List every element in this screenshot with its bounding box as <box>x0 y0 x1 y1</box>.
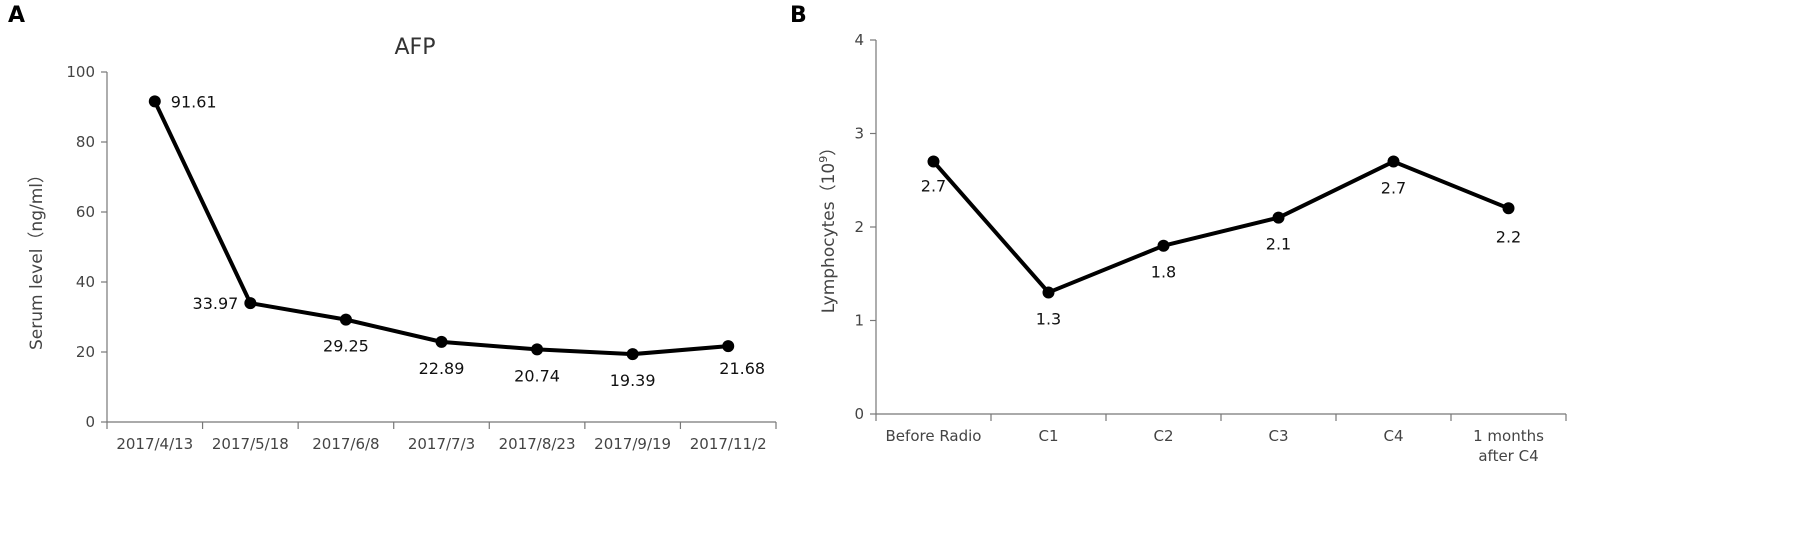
chart-b-data-point <box>1272 211 1285 224</box>
chart-a-y-tick-label: 20 <box>76 343 95 361</box>
chart-a-title: AFP <box>395 35 436 60</box>
chart-a-y-tick-label: 0 <box>85 413 95 431</box>
chart-a-data-label: 33.97 <box>193 294 239 313</box>
chart-a-data-label: 91.61 <box>171 92 217 111</box>
chart-b-data-label: 2.2 <box>1496 227 1521 246</box>
chart-a-data-point <box>339 313 352 326</box>
lymphocytes-chart: Lymphocytes（109） 0 1 2 3 4 Before Radio C1 C2 C3… <box>817 31 1567 465</box>
chart-b-x-tick-label: C1 <box>1038 427 1058 445</box>
chart-b-x-tick-label-line: after C4 <box>1478 447 1538 465</box>
chart-b-data-point <box>1042 286 1055 299</box>
chart-b-x-tick-label-line: C2 <box>1153 427 1173 445</box>
afp-chart: AFP Serum level（ng/ml） 0 20 40 60 80 100 2017/… <box>27 35 777 453</box>
chart-a-x-tick-label-line: 2017/9/19 <box>594 435 671 453</box>
chart-a-x-tick-label-line: 2017/7/3 <box>408 435 475 453</box>
chart-a-data-point <box>722 340 735 353</box>
chart-b-y-axis-label-close: ） <box>819 139 839 156</box>
chart-a-data-label: 20.74 <box>514 366 560 385</box>
chart-b-y-axis-label: Lymphocytes（109） <box>817 139 839 314</box>
chart-b-data-point <box>927 155 940 168</box>
chart-b-x-tick-label-line: C4 <box>1383 427 1403 445</box>
chart-b-data-point <box>1387 155 1400 168</box>
chart-a-data-point <box>531 343 544 356</box>
chart-b-data-label: 2.1 <box>1266 235 1291 254</box>
chart-b-x-tick-label: C4 <box>1383 427 1403 445</box>
chart-a-y-tick-label: 60 <box>76 203 95 221</box>
panel-a-letter: A <box>8 3 25 28</box>
chart-a-x-tick-label-line: 2017/4/13 <box>116 435 193 453</box>
chart-a-x-tick-label-line: 2017/11/2 <box>690 435 767 453</box>
chart-a-data-label: 19.39 <box>610 371 656 390</box>
chart-b-data-label: 1.3 <box>1036 309 1061 328</box>
chart-a-series-line <box>152 100 729 357</box>
chart-b-x-tick-label-line: C1 <box>1038 427 1058 445</box>
chart-b-y-tick-label: 4 <box>854 31 864 49</box>
chart-b-y-tick-label: 1 <box>854 312 864 330</box>
chart-a-x-tick-label: 2017/9/19 <box>594 435 671 453</box>
chart-b-data-label: 1.8 <box>1151 263 1176 282</box>
chart-b-x-tick-label-line: 1 months <box>1473 427 1544 445</box>
panel-b-letter: B <box>790 3 807 28</box>
chart-b-x-tick-label: 1 months after C4 <box>1473 427 1544 465</box>
chart-b-data-point <box>1502 202 1515 215</box>
chart-b-x-tick-label-line: Before Radio <box>886 427 982 445</box>
chart-a-x-tick-label-line: 2017/6/8 <box>312 435 379 453</box>
chart-b-series-line <box>931 159 1510 295</box>
chart-b-x-tick-label: C2 <box>1153 427 1173 445</box>
chart-a-data-label: 29.25 <box>323 337 369 356</box>
chart-a-y-axis-label: Serum level（ng/ml） <box>27 166 47 350</box>
chart-b-y-tick-label: 0 <box>854 405 864 423</box>
chart-b-data-label: 2.7 <box>921 177 946 196</box>
chart-b-y-axis-label-main: Lymphocytes（10 <box>819 163 839 314</box>
chart-a-x-tick-label: 2017/8/23 <box>499 435 576 453</box>
chart-a-data-point <box>435 335 448 348</box>
chart-b-x-tick-label: C3 <box>1268 427 1288 445</box>
chart-a-x-tick-label: 2017/4/13 <box>116 435 193 453</box>
chart-a-y-tick-label: 40 <box>76 273 95 291</box>
chart-a-y-tick-label: 100 <box>66 63 95 81</box>
chart-a-x-tick-label: 2017/11/2 <box>690 435 767 453</box>
chart-b-y-axis-label-superscript: 9 <box>817 156 830 163</box>
chart-b-x-tick-label-line: C3 <box>1268 427 1288 445</box>
chart-a-data-label: 22.89 <box>419 359 465 378</box>
chart-b-y-tick-label: 3 <box>854 125 864 143</box>
chart-a-data-point <box>626 348 639 361</box>
chart-a-data-label: 21.68 <box>719 359 765 378</box>
chart-b-data-point <box>1157 239 1170 252</box>
chart-b-y-tick-label: 2 <box>854 218 864 236</box>
chart-a-x-tick-label-line: 2017/8/23 <box>499 435 576 453</box>
chart-a-y-tick-label: 80 <box>76 133 95 151</box>
chart-a-data-point <box>148 95 161 108</box>
chart-b-data-label: 2.7 <box>1381 179 1406 198</box>
chart-a-x-tick-label: 2017/5/18 <box>212 435 289 453</box>
chart-a-data-point <box>244 297 257 310</box>
chart-a-x-tick-label: 2017/7/3 <box>408 435 475 453</box>
chart-b-x-tick-label: Before Radio <box>886 427 982 445</box>
chart-a-x-tick-label: 2017/6/8 <box>312 435 379 453</box>
chart-a-x-tick-label-line: 2017/5/18 <box>212 435 289 453</box>
